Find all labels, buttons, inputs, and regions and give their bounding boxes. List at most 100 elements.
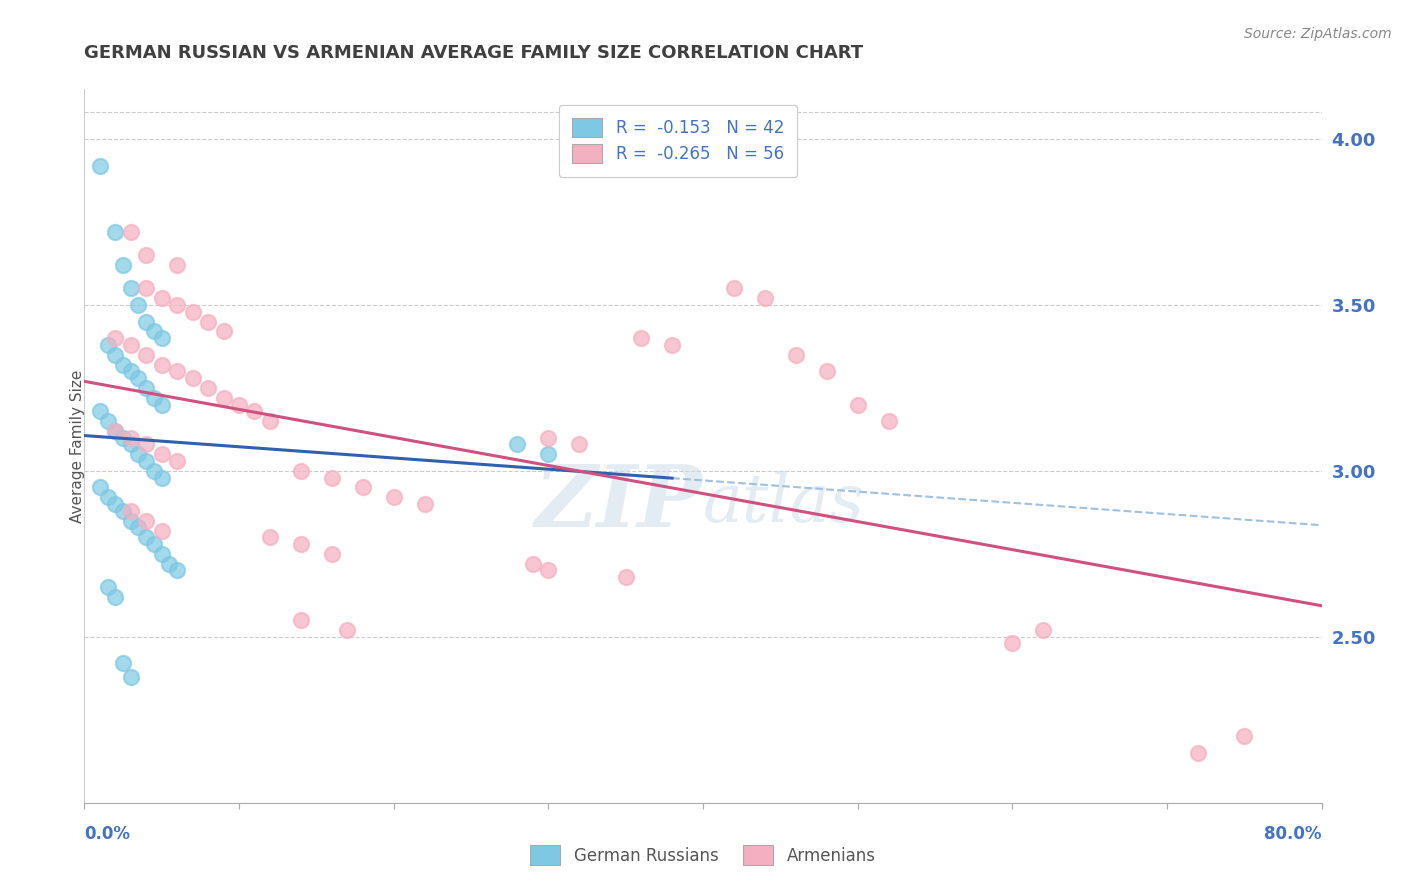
Point (785, 348, 807, 362)
Point (846, 397, 869, 411)
Point (104, 348, 127, 362)
Point (135, 248, 157, 262)
Point (166, 364, 188, 378)
Point (120, 670, 142, 684)
Point (135, 314, 157, 328)
Point (135, 514, 157, 528)
Point (135, 381, 157, 395)
Point (120, 437, 142, 451)
Point (112, 504, 135, 518)
Point (259, 414, 281, 428)
Text: 80.0%: 80.0% (1264, 825, 1322, 843)
Point (413, 497, 436, 511)
Point (135, 454, 157, 468)
Point (120, 364, 142, 378)
Point (181, 371, 204, 385)
Point (212, 391, 235, 405)
Point (104, 497, 127, 511)
Point (143, 325, 166, 339)
Point (104, 424, 127, 438)
Point (150, 447, 173, 461)
Point (112, 358, 135, 372)
Point (150, 331, 173, 345)
Point (877, 414, 900, 428)
Point (128, 520, 150, 534)
Point (815, 364, 838, 378)
Point (382, 491, 405, 505)
Point (89, 159, 111, 173)
Point (150, 358, 173, 372)
Point (150, 397, 173, 411)
Point (143, 537, 166, 551)
Point (150, 470, 173, 484)
Point (112, 657, 135, 671)
Point (120, 338, 142, 352)
Point (120, 281, 142, 295)
Point (1001, 636, 1024, 650)
Point (321, 547, 343, 561)
Point (568, 437, 591, 451)
Point (143, 464, 166, 478)
Point (290, 613, 312, 627)
Point (120, 514, 142, 528)
Point (97, 580, 120, 594)
Point (128, 447, 150, 461)
Point (259, 530, 281, 544)
Point (166, 258, 188, 272)
Point (522, 557, 544, 571)
Point (723, 281, 745, 295)
Point (128, 371, 150, 385)
Point (166, 454, 188, 468)
Text: ZIP: ZIP (536, 461, 703, 545)
Point (104, 590, 127, 604)
Point (112, 431, 135, 445)
Point (537, 447, 560, 461)
Point (537, 564, 560, 578)
Point (143, 391, 166, 405)
Point (150, 524, 173, 538)
Y-axis label: Average Family Size: Average Family Size (70, 369, 84, 523)
Point (104, 331, 127, 345)
Point (506, 437, 529, 451)
Point (112, 258, 135, 272)
Point (135, 530, 157, 544)
Point (1187, 746, 1209, 760)
Legend: German Russians, Armenians: German Russians, Armenians (520, 836, 886, 875)
Point (336, 624, 359, 638)
Point (197, 314, 219, 328)
Text: Source: ZipAtlas.com: Source: ZipAtlas.com (1244, 27, 1392, 41)
Point (150, 291, 173, 305)
Point (120, 504, 142, 518)
Point (321, 470, 343, 484)
Point (630, 331, 652, 345)
Point (212, 325, 235, 339)
Point (614, 570, 637, 584)
Point (352, 481, 374, 495)
Point (1032, 624, 1054, 638)
Point (661, 338, 683, 352)
Point (135, 348, 157, 362)
Point (120, 225, 142, 239)
Text: 0.0%: 0.0% (84, 825, 131, 843)
Point (150, 547, 173, 561)
Point (197, 381, 219, 395)
Point (181, 304, 204, 318)
Point (290, 537, 312, 551)
Point (89, 404, 111, 418)
Point (228, 397, 250, 411)
Point (135, 281, 157, 295)
Point (97, 338, 120, 352)
Point (537, 431, 560, 445)
Point (97, 491, 120, 505)
Point (104, 225, 127, 239)
Point (166, 564, 188, 578)
Point (754, 291, 776, 305)
Point (128, 298, 150, 312)
Point (1233, 730, 1256, 744)
Point (290, 464, 312, 478)
Point (97, 414, 120, 428)
Point (159, 557, 181, 571)
Point (243, 404, 266, 418)
Point (89, 481, 111, 495)
Text: GERMAN RUSSIAN VS ARMENIAN AVERAGE FAMILY SIZE CORRELATION CHART: GERMAN RUSSIAN VS ARMENIAN AVERAGE FAMIL… (84, 45, 863, 62)
